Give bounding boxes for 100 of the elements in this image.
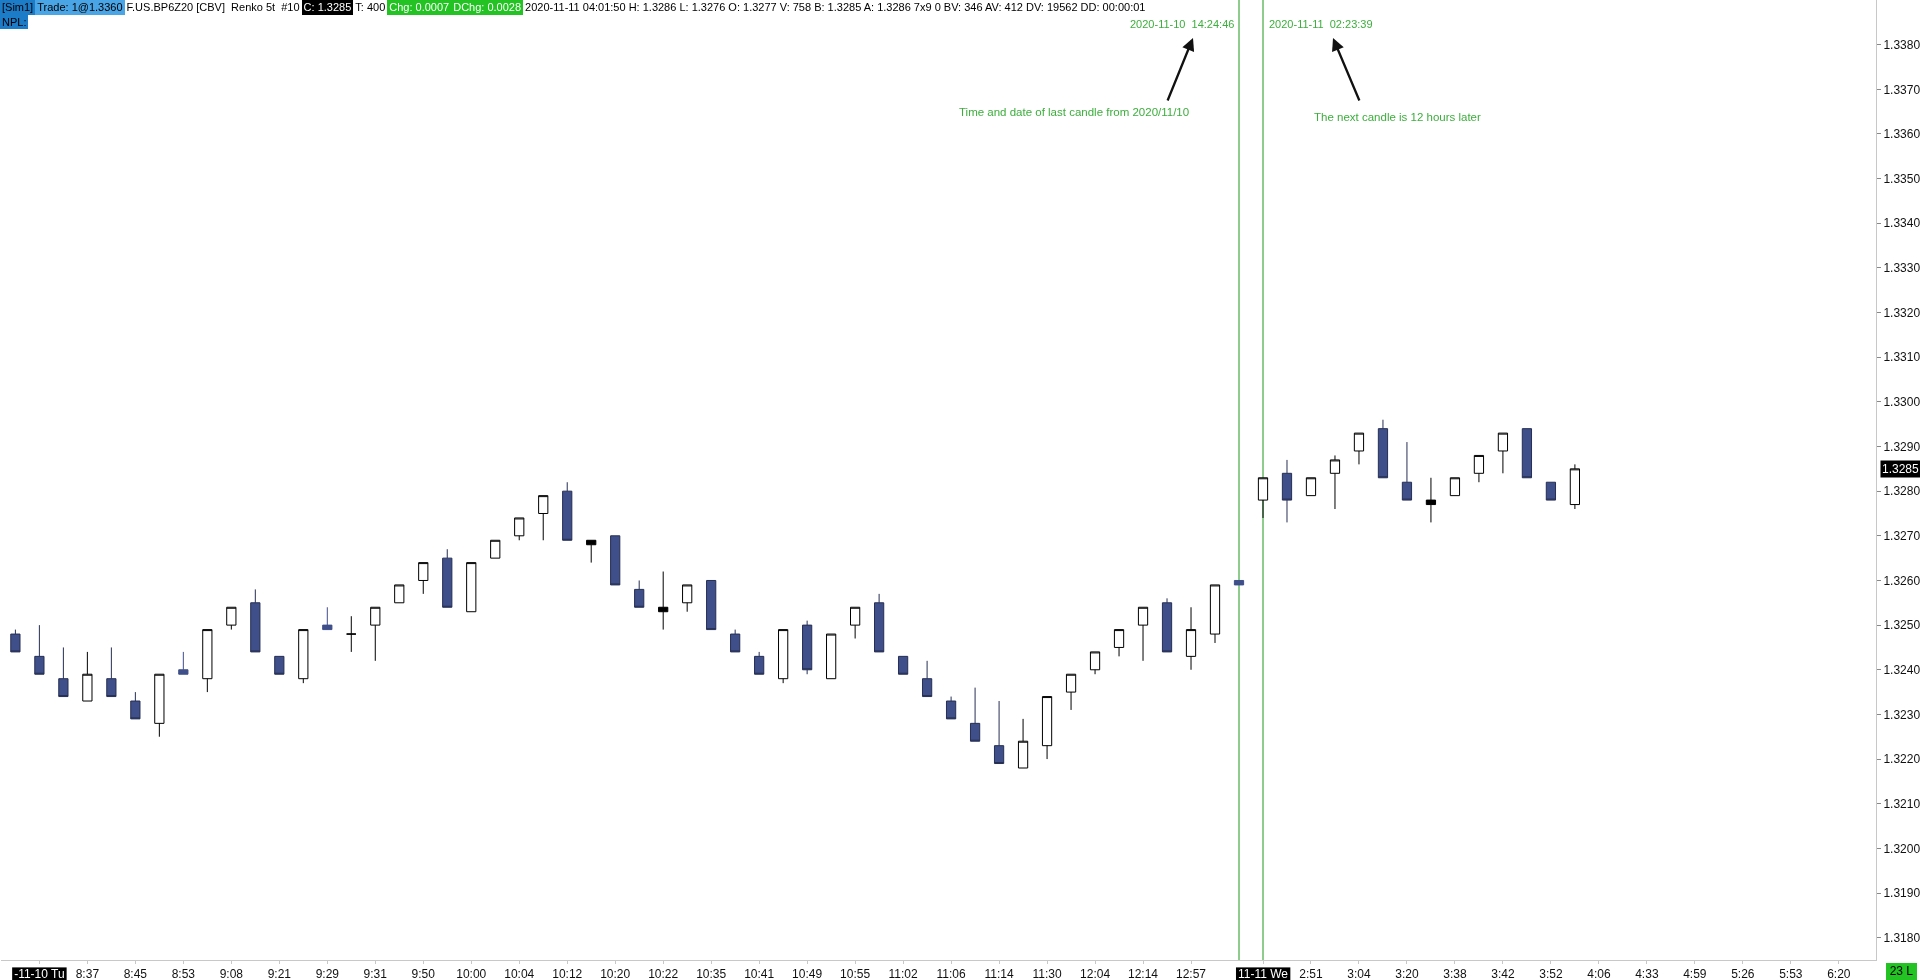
x-tick-label: 10:04: [504, 967, 535, 980]
x-tick-label: 10:22: [648, 967, 679, 980]
candlestick: [418, 562, 429, 595]
x-tick-label: 9:08: [219, 967, 244, 980]
candlestick: [202, 629, 213, 693]
candlestick: [1569, 463, 1581, 510]
x-tick-label: 11:06: [936, 967, 966, 980]
x-tick-label: 3:04: [1347, 967, 1371, 980]
x-tick-label: 12:04: [1080, 967, 1111, 980]
candlestick: [658, 571, 669, 631]
candlestick: [1233, 579, 1245, 586]
y-tick-label: 1.3260: [1883, 573, 1920, 588]
candlestick: [850, 606, 861, 640]
annotation: C: 1.3285: [301, 0, 354, 15]
candlestick: [1401, 441, 1413, 501]
annotation: T: 400: [354, 0, 387, 15]
y-tick-label: 1.3350: [1883, 171, 1920, 186]
annotation: The next candle is 12 hours later: [1314, 111, 1482, 123]
candlestick: [1353, 432, 1365, 465]
candlestick: [1545, 481, 1557, 501]
candlestick: [682, 584, 693, 613]
x-tick-label: 10:35: [696, 967, 727, 980]
y-tick-label: 1.3290: [1883, 439, 1920, 454]
candlestick: [466, 562, 477, 613]
candlestick: [1209, 584, 1221, 644]
candlestick: [634, 579, 645, 608]
y-tick-label: 1.3370: [1883, 82, 1920, 97]
candlestick: [322, 606, 333, 631]
candlestick: [226, 606, 237, 631]
x-tick-label: 10:12: [552, 967, 583, 980]
x-tick-label: 4:59: [1683, 967, 1707, 980]
candlestick: [298, 629, 309, 684]
x-tick-label: 9:29: [315, 967, 340, 980]
candlestick: [1377, 419, 1389, 479]
y-tick-label: 1.3360: [1883, 127, 1920, 142]
candlestick: [1065, 673, 1077, 711]
candlestick: [1113, 629, 1125, 657]
candlestick: [1305, 477, 1317, 497]
candlestick: [34, 624, 45, 675]
x-tick-label: 5:26: [1731, 967, 1755, 980]
candlestick: [969, 687, 981, 742]
candlestick: [610, 535, 621, 586]
candlestick: [921, 660, 933, 698]
x-tick-label: -11-10 Tu: [14, 967, 65, 980]
annotation: NPL:: [0, 14, 29, 29]
y-tick-label: 1.3190: [1883, 886, 1920, 901]
x-tick-label: 4:06: [1587, 967, 1611, 980]
y-tick-label: 1.3270: [1883, 529, 1920, 544]
candlestick: [10, 629, 21, 653]
y-tick-label: 1.3180: [1883, 930, 1920, 945]
candlestick: [1497, 432, 1509, 474]
candlestick: [1089, 651, 1101, 675]
candlestick: [1257, 477, 1269, 519]
y-tick-label: 1.3250: [1883, 618, 1920, 633]
candlestick: [1161, 597, 1173, 653]
candlestick: [1041, 696, 1053, 760]
candlestick: [514, 517, 525, 541]
x-tick-label: 11:02: [888, 967, 918, 980]
x-tick-label: 6:20: [1827, 967, 1851, 980]
y-tick-label: 1.3280: [1883, 484, 1920, 499]
x-tick-label: 9:31: [363, 967, 388, 980]
candlestick: [754, 651, 765, 675]
candlestick: [706, 579, 717, 631]
candlestick: [826, 633, 837, 680]
annotation: [Sim1]: [0, 0, 36, 15]
x-tick-label: 10:00: [456, 967, 487, 980]
x-tick-label: 9:21: [267, 967, 292, 980]
candlestick: [1521, 428, 1533, 479]
candlestick: [993, 700, 1005, 765]
candlestick: [1017, 718, 1029, 769]
candlestick: [802, 620, 813, 675]
y-tick-label: 1.3220: [1883, 752, 1920, 767]
x-tick-label: 10:55: [840, 967, 871, 980]
y-tick-label: 1.3230: [1883, 707, 1920, 722]
annotation: 2020-11-11 02:23:39: [1269, 18, 1373, 30]
candlestick: [130, 691, 141, 720]
y-tick-label: 1.3310: [1883, 350, 1920, 365]
candlestick: [106, 646, 117, 698]
x-tick-label: 8:45: [123, 967, 148, 980]
candlestick: [1281, 459, 1293, 523]
x-tick-label: 3:42: [1491, 967, 1515, 980]
x-tick-label: 4:33: [1635, 967, 1659, 980]
candlestick: [1473, 454, 1485, 483]
annotation: DChg: 0.0028: [451, 0, 524, 15]
annotation: 2020-11-11 04:01:50 H: 1.3286 L: 1.3276 O: 1.3277 V: 758 B: 1.3285 A: 1.3286 7x9 0 BV: 346 AV: 412 DV: 19562 DD: 00:00:01: [524, 0, 1147, 15]
x-tick-label: 8:53: [171, 967, 196, 980]
candlestick: [897, 655, 909, 675]
y-tick-label: 1.3340: [1883, 216, 1920, 231]
candlestick: [442, 548, 453, 608]
x-tick-label: 9:50: [411, 967, 436, 980]
y-tick-label: 1.3330: [1883, 261, 1920, 276]
candlestick: [490, 539, 501, 559]
candlestick: [154, 673, 165, 738]
candlestick: [274, 655, 285, 675]
x-tick-label: 8:37: [75, 967, 100, 980]
candlestick: [1329, 454, 1341, 510]
text: 1.3285: [1882, 462, 1920, 476]
x-tick-label: 5:53: [1779, 967, 1803, 980]
candlestick: [730, 629, 741, 653]
text: 23 L: [1885, 963, 1917, 980]
